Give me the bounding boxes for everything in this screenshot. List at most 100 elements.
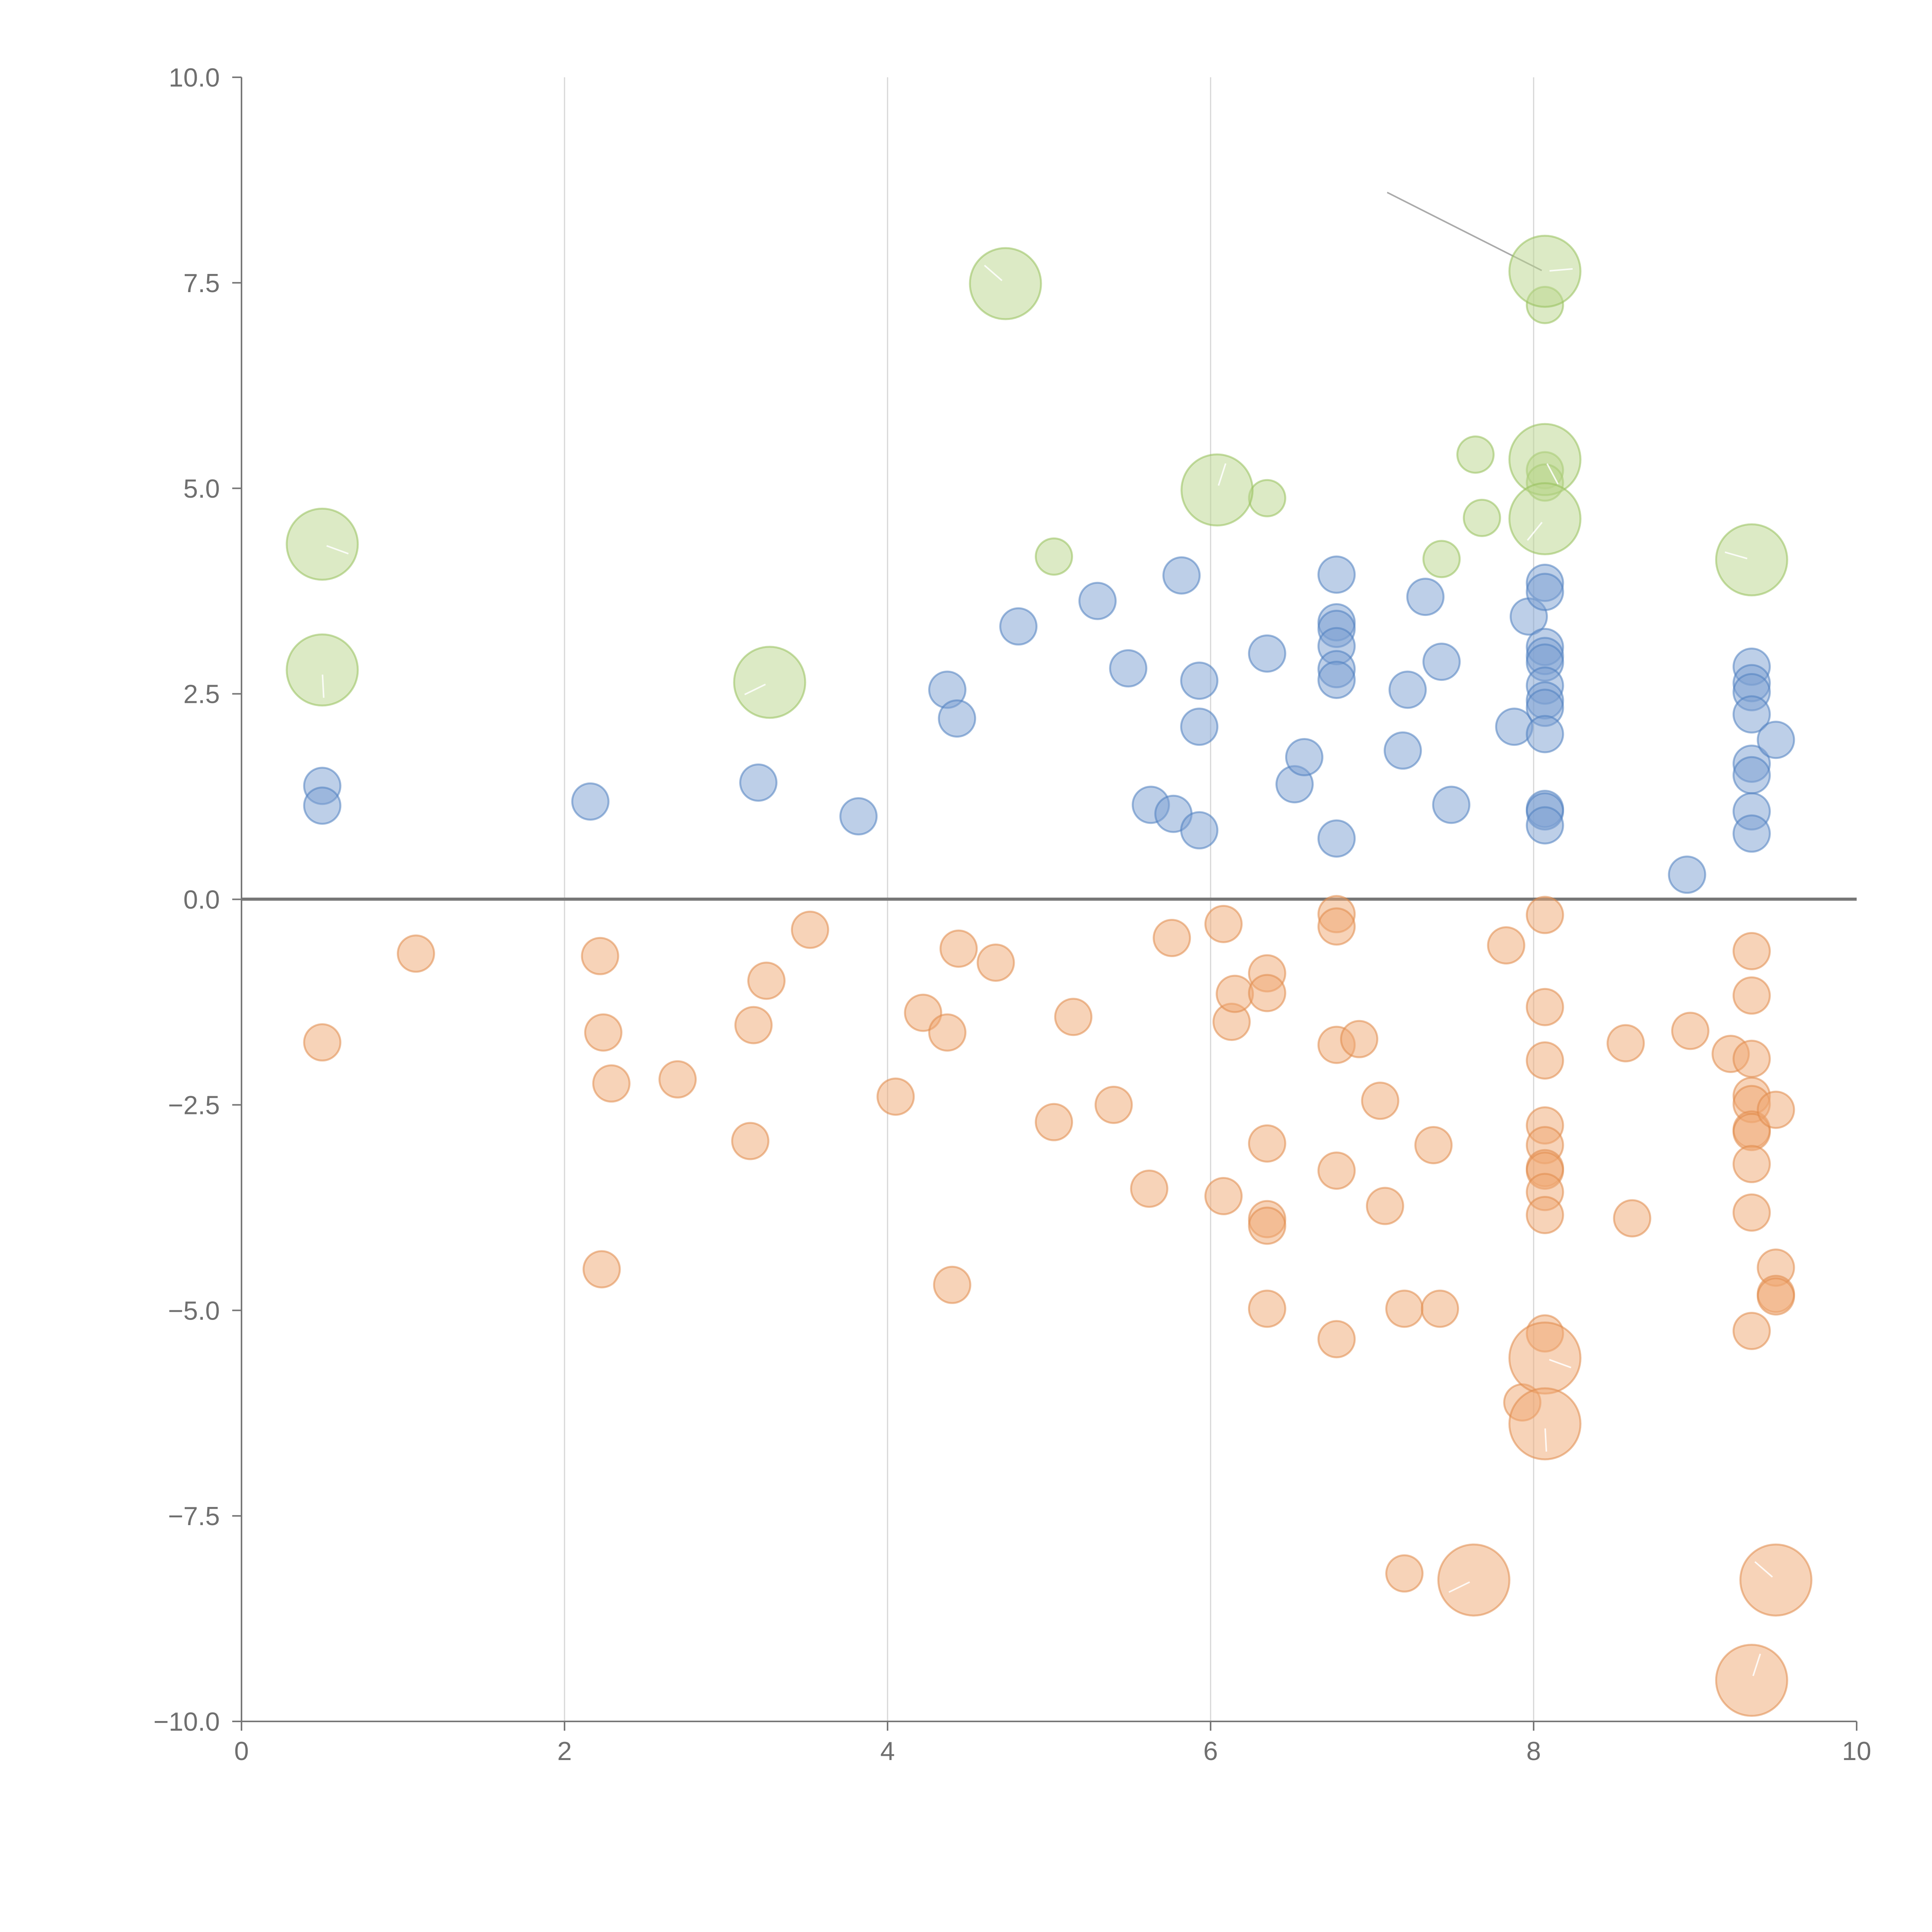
orange-small-bubble [1732, 932, 1771, 971]
orange-small-bubble [1385, 1289, 1424, 1328]
orange-small-bubble [1317, 907, 1356, 946]
blue-small-bubble [1732, 814, 1771, 853]
x-tick-label: 6 [1203, 1736, 1218, 1766]
green-large-bubble [1715, 523, 1788, 597]
blue-small-bubble [1526, 573, 1564, 611]
orange-small-bubble [731, 1122, 770, 1160]
orange-small-bubble [1094, 1085, 1133, 1124]
blue-small-bubble [1406, 578, 1445, 616]
x-axis-ticks: 0 2 4 6 8 10 [234, 1721, 1871, 1766]
blue-small-bubble [1285, 738, 1323, 776]
orange-large-bubble [1739, 1543, 1813, 1617]
orange-small-bubble [1732, 1145, 1771, 1184]
bubble-ray-line [1752, 1653, 1761, 1676]
orange-small-bubble [747, 961, 786, 1000]
blue-small-bubble [1432, 786, 1471, 824]
bubble-ray-line [984, 265, 1003, 281]
green-small-bubble [1035, 537, 1073, 576]
orange-small-bubble [1248, 1206, 1286, 1245]
y-tick-label: 0.0 [183, 885, 220, 915]
orange-small-bubble [1732, 1193, 1771, 1232]
blue-small-bubble [303, 786, 342, 825]
orange-large-bubble [1715, 1644, 1788, 1717]
orange-small-bubble [1317, 1320, 1356, 1359]
blue-small-bubble [839, 797, 878, 836]
orange-small-bubble [658, 1060, 697, 1099]
blue-small-bubble [999, 607, 1038, 646]
blue-small-bubble [1180, 662, 1219, 700]
blue-small-bubble [1180, 707, 1219, 746]
orange-small-bubble [1340, 1020, 1379, 1058]
orange-small-bubble [396, 934, 435, 973]
blue-small-bubble [739, 763, 778, 802]
orange-large-bubble [1437, 1543, 1510, 1617]
orange-small-bubble [734, 1006, 773, 1044]
green-large-bubble [286, 633, 359, 707]
orange-small-bubble [1421, 1289, 1459, 1328]
bubble-ray-line [1549, 268, 1573, 272]
blue-small-bubble [1109, 649, 1148, 688]
orange-small-bubble [1248, 974, 1286, 1012]
orange-small-bubble [928, 1013, 967, 1052]
orange-small-bubble [1526, 988, 1564, 1026]
x-tick-label: 2 [557, 1736, 572, 1766]
blue-small-bubble [1317, 819, 1356, 858]
green-large-bubble [1508, 482, 1582, 555]
orange-small-bubble [1248, 1124, 1286, 1163]
orange-small-bubble [582, 1250, 621, 1289]
y-axis-ticks: 10.0 7.5 5.0 2.5 0.0 −2.5 −5.0 −7.5 −10.0 [153, 63, 242, 1736]
green-large-bubble [1180, 453, 1254, 527]
green-large-bubble [969, 247, 1042, 320]
orange-small-bubble [1757, 1277, 1795, 1316]
blue-small-bubble [1422, 643, 1461, 681]
y-tick-label: −7.5 [168, 1502, 220, 1531]
orange-small-bubble [592, 1064, 631, 1103]
blue-small-bubble [1732, 756, 1771, 794]
blue-small-bubble [1757, 721, 1795, 759]
orange-small-bubble [1526, 1041, 1564, 1080]
bubble-ray-line [1549, 1359, 1571, 1369]
y-tick-label: 10.0 [169, 63, 220, 92]
green-large-bubble [733, 646, 806, 719]
orange-small-bubble [1317, 1151, 1356, 1190]
green-small-bubble [1456, 435, 1495, 474]
y-tick-label: 2.5 [183, 680, 220, 709]
bubble-ray-line [1448, 1581, 1470, 1593]
orange-small-bubble [791, 910, 829, 949]
green-small-bubble [1463, 498, 1501, 537]
bubble-ray-line [1754, 1561, 1773, 1578]
y-tick-label: 7.5 [183, 269, 220, 298]
bubble-ray-line [1218, 463, 1226, 486]
orange-small-bubble [1248, 1289, 1286, 1328]
orange-small-bubble [1487, 926, 1526, 965]
blue-small-bubble [1383, 731, 1422, 770]
x-tick-label: 8 [1526, 1736, 1541, 1766]
green-small-bubble [1248, 479, 1286, 517]
bubble-ray-line [744, 684, 766, 696]
blue-small-bubble [1526, 715, 1564, 753]
bubble-ray-line [1544, 1428, 1548, 1452]
orange-small-bubble [1414, 1126, 1453, 1165]
blue-small-bubble [1526, 806, 1564, 845]
orange-small-bubble [1757, 1090, 1795, 1129]
x-tick-label: 0 [234, 1736, 249, 1766]
green-small-bubble [1422, 540, 1461, 578]
orange-small-bubble [1204, 1177, 1243, 1216]
orange-small-bubble [1613, 1199, 1651, 1238]
orange-large-bubble [1508, 1321, 1582, 1395]
orange-small-bubble [1130, 1169, 1168, 1208]
green-large-bubble [286, 507, 359, 581]
orange-small-bubble [1671, 1012, 1709, 1050]
orange-small-bubble [1204, 905, 1243, 943]
orange-small-bubble [1153, 918, 1191, 957]
y-tick-label: 5.0 [183, 474, 220, 503]
bubble-ray-line [1527, 522, 1543, 541]
blue-small-bubble [938, 699, 976, 738]
blue-small-bubble [1732, 695, 1771, 734]
y-tick-label: −2.5 [168, 1090, 220, 1120]
orange-small-bubble [1361, 1082, 1400, 1120]
orange-small-bubble [976, 943, 1015, 982]
axis-layer [241, 77, 1857, 1722]
